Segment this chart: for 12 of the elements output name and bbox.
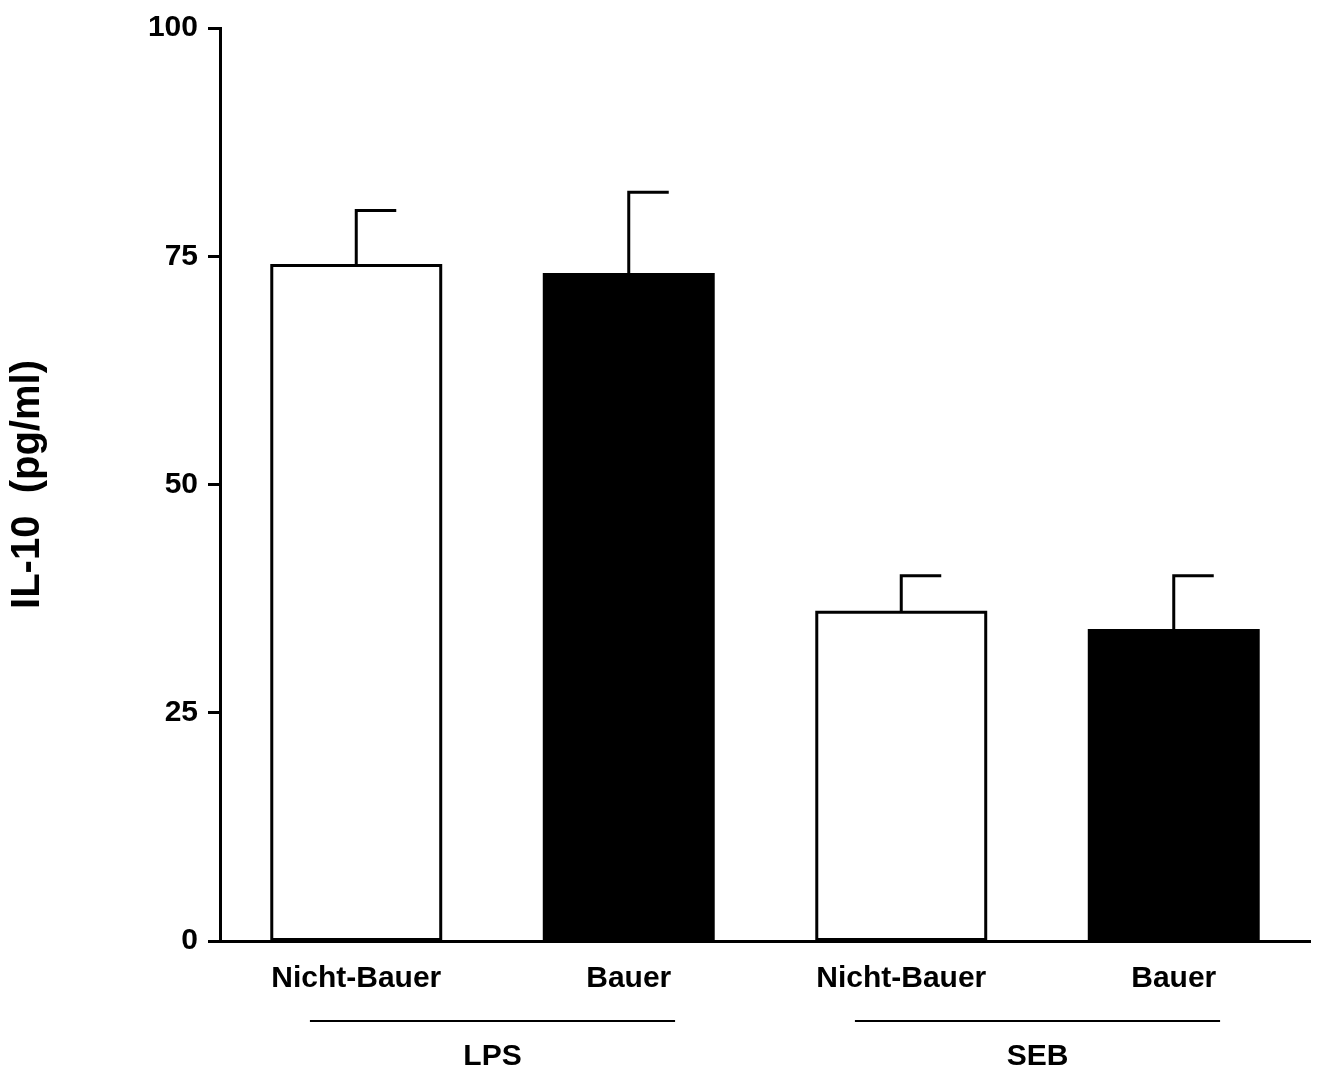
x-tick-label: Nicht-Bauer (816, 960, 987, 994)
y-tick-label: 50 (164, 465, 198, 499)
y-axis-title: IL-10 (pg/ml) (3, 360, 48, 609)
y-tick-label: 75 (164, 237, 198, 271)
x-tick-label: Bauer (586, 960, 672, 994)
x-tick-label: Nicht-Bauer (271, 960, 442, 994)
x-tick-label: Bauer (1131, 960, 1217, 994)
text: LPS (463, 1038, 522, 1072)
text: SEB (1006, 1038, 1069, 1072)
y-tick-label: 100 (147, 9, 198, 43)
y-tick-label: 0 (181, 922, 198, 956)
y-tick-label: 25 (164, 694, 198, 728)
